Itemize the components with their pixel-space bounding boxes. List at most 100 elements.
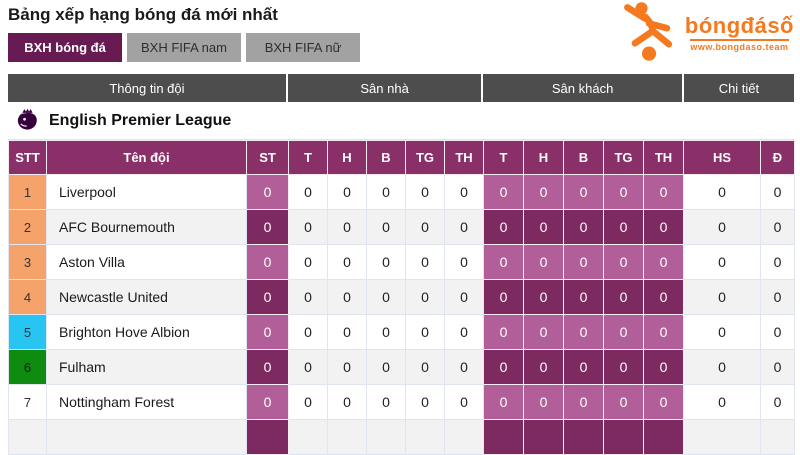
stat-cell: 0 — [603, 244, 644, 280]
table-row: 4 Newcastle United 0 0 0 0 0 0 0 0 0 0 0 0 0 — [8, 279, 795, 315]
stat-cell: 0 — [523, 384, 564, 420]
section-band: Thông tin đội Sân nhà Sân khách Chi tiết — [8, 74, 794, 102]
stat-cell: 0 — [603, 209, 644, 245]
table-row: 5 Brighton Hove Albion 0 0 0 0 0 0 0 0 0 0 0 0 0 — [8, 314, 795, 350]
logo-subtext: www.bongdaso.team — [690, 38, 789, 52]
stat-cell — [246, 419, 289, 455]
band-home: Sân nhà — [287, 74, 484, 102]
stat-cell: 0 — [405, 209, 445, 245]
stat-cell: 0 — [288, 174, 328, 210]
stat-cell: 0 — [327, 209, 367, 245]
bongdaso-logo[interactable]: bóngđásố www.bongdaso.team — [617, 0, 794, 66]
stat-cell: 0 — [246, 174, 289, 210]
team-name[interactable]: Nottingham Forest — [46, 384, 247, 420]
stat-cell: 0 — [563, 384, 604, 420]
stat-cell: 0 — [366, 349, 406, 385]
tab-bxh-fifa-nam[interactable]: BXH FIFA nam — [127, 33, 241, 62]
team-name[interactable]: AFC Bournemouth — [46, 209, 247, 245]
stat-cell: 0 — [603, 279, 644, 315]
stat-cell: 0 — [683, 174, 761, 210]
stat-cell: 0 — [366, 244, 406, 280]
stat-cell: 0 — [444, 314, 484, 350]
stat-cell: 0 — [366, 279, 406, 315]
team-name[interactable]: Liverpool — [46, 174, 247, 210]
stat-cell: 0 — [683, 244, 761, 280]
stat-cell — [643, 419, 684, 455]
stat-cell — [603, 419, 644, 455]
rank-cell — [8, 419, 47, 455]
stat-cell: 0 — [366, 209, 406, 245]
column-header: TH — [643, 140, 684, 175]
stat-cell: 0 — [643, 349, 684, 385]
premier-league-logo — [14, 107, 41, 134]
league-name: English Premier League — [49, 111, 232, 129]
stat-cell: 0 — [603, 384, 644, 420]
stat-cell: 0 — [563, 314, 604, 350]
rank-cell: 6 — [8, 349, 47, 385]
stat-cell: 0 — [760, 279, 795, 315]
column-header-row: STT Tên đội ST T H B TG TH T H B TG TH HS Đ — [8, 140, 795, 175]
stat-cell: 0 — [683, 314, 761, 350]
stat-cell: 0 — [523, 314, 564, 350]
stat-cell: 0 — [246, 384, 289, 420]
stat-cell — [288, 419, 328, 455]
stat-cell: 0 — [444, 209, 484, 245]
rank-cell: 1 — [8, 174, 47, 210]
stat-cell: 0 — [760, 349, 795, 385]
stat-cell: 0 — [760, 244, 795, 280]
stat-cell — [563, 419, 604, 455]
rank-cell: 7 — [8, 384, 47, 420]
tab-bxh-bong-da[interactable]: BXH bóng đá — [8, 33, 122, 62]
stat-cell: 0 — [288, 384, 328, 420]
stat-cell: 0 — [405, 279, 445, 315]
stat-cell: 0 — [483, 244, 524, 280]
stat-cell: 0 — [603, 174, 644, 210]
team-name[interactable]: Brighton Hove Albion — [46, 314, 247, 350]
team-name[interactable]: Newcastle United — [46, 279, 247, 315]
stat-cell: 0 — [246, 349, 289, 385]
tab-bxh-fifa-nu[interactable]: BXH FIFA nữ — [246, 33, 360, 62]
stat-cell: 0 — [327, 349, 367, 385]
stat-cell: 0 — [444, 279, 484, 315]
column-header: TG — [405, 140, 445, 175]
team-name[interactable]: Aston Villa — [46, 244, 247, 280]
rank-cell: 3 — [8, 244, 47, 280]
stat-cell: 0 — [483, 384, 524, 420]
stat-cell: 0 — [405, 244, 445, 280]
team-name[interactable]: Fulham — [46, 349, 247, 385]
stat-cell — [523, 419, 564, 455]
stat-cell: 0 — [483, 209, 524, 245]
stat-cell: 0 — [246, 279, 289, 315]
stat-cell: 0 — [444, 174, 484, 210]
team-name[interactable] — [46, 419, 247, 455]
table-row: 2 AFC Bournemouth 0 0 0 0 0 0 0 0 0 0 0 0 0 — [8, 209, 795, 245]
stat-cell: 0 — [683, 209, 761, 245]
column-header: H — [523, 140, 564, 175]
rank-cell: 2 — [8, 209, 47, 245]
stat-cell — [683, 419, 761, 455]
stat-cell: 0 — [327, 244, 367, 280]
column-header: STT — [8, 140, 47, 175]
logo-text: bóngđásố — [684, 12, 794, 38]
stat-cell: 0 — [563, 349, 604, 385]
stat-cell: 0 — [643, 174, 684, 210]
stat-cell: 0 — [288, 279, 328, 315]
stat-cell: 0 — [523, 209, 564, 245]
stat-cell: 0 — [366, 174, 406, 210]
column-header: B — [563, 140, 604, 175]
stat-cell: 0 — [405, 349, 445, 385]
stat-cell: 0 — [603, 314, 644, 350]
stat-cell: 0 — [327, 314, 367, 350]
stat-cell: 0 — [760, 209, 795, 245]
stat-cell: 0 — [366, 384, 406, 420]
column-header: T — [483, 140, 524, 175]
stat-cell — [760, 419, 795, 455]
page-title: Bảng xếp hạng bóng đá mới nhất — [8, 5, 278, 24]
stat-cell: 0 — [760, 384, 795, 420]
column-header: H — [327, 140, 367, 175]
stat-cell: 0 — [683, 279, 761, 315]
stat-cell: 0 — [288, 209, 328, 245]
stat-cell: 0 — [327, 174, 367, 210]
soccer-player-icon — [617, 0, 683, 67]
table-row: 6 Fulham 0 0 0 0 0 0 0 0 0 0 0 0 0 — [8, 349, 795, 385]
